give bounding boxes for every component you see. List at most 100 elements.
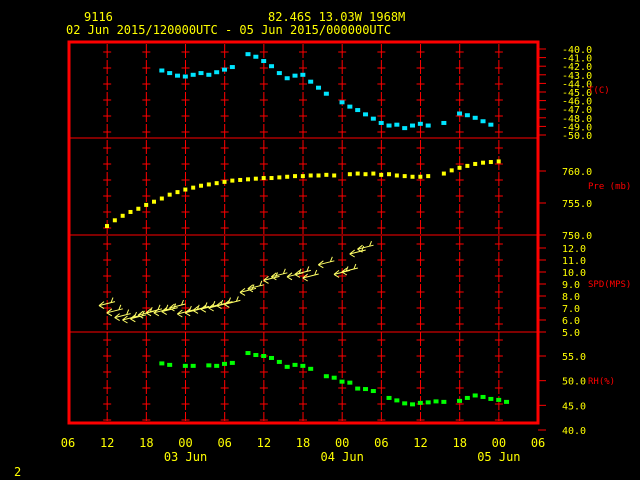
x-tick-label: 18 [139, 436, 153, 450]
data-point-rh [214, 363, 220, 368]
wind-arrow [153, 304, 170, 317]
data-point-temp [222, 67, 228, 72]
data-point-pres [246, 177, 251, 182]
data-point-rh [206, 363, 212, 368]
data-point-rh [229, 360, 235, 365]
data-point-pres [457, 165, 462, 170]
y-tick-label-pres: 755.0 [562, 199, 592, 210]
data-point-pres [206, 182, 211, 187]
data-point-pres [144, 202, 149, 207]
data-point-temp [370, 116, 376, 121]
wind-arrow [224, 296, 241, 308]
data-point-rh [417, 400, 423, 405]
data-point-rh [261, 354, 267, 358]
data-point-temp [276, 71, 282, 76]
y-tick-label-rh: 50.0 [562, 377, 586, 388]
data-point-pres [394, 173, 399, 178]
data-point-rh [159, 361, 165, 366]
wind-arrow [130, 310, 147, 323]
data-point-pres [253, 176, 258, 181]
data-point-pres [175, 190, 180, 195]
data-point-pres [238, 177, 243, 182]
x-date-label: 04 Jun [321, 450, 364, 464]
x-tick-label: 18 [452, 436, 466, 450]
data-point-temp [394, 122, 400, 127]
data-point-pres [261, 176, 266, 181]
y-tick-label-temp: -43.0 [562, 71, 592, 82]
y-tick-label-temp: -50.0 [562, 131, 592, 142]
data-point-pres [269, 176, 274, 181]
data-point-rh [276, 359, 282, 364]
panel-label-temp: T(C) [588, 86, 610, 96]
wind-arrow [216, 297, 233, 310]
panel-rh: 40.0 45.0 50.0 55.0 RH(%) [159, 351, 615, 437]
data-point-temp [300, 72, 306, 77]
data-point-pres [465, 163, 470, 168]
data-point-temp [269, 64, 275, 69]
data-point-pres [152, 199, 157, 204]
data-point-temp [292, 73, 298, 78]
data-point-pres [355, 171, 360, 176]
data-point-pres [277, 175, 282, 180]
x-tick-label: 06 [61, 436, 75, 450]
data-point-pres [441, 171, 446, 176]
data-point-pres [379, 172, 384, 177]
data-point-rh [496, 397, 502, 402]
wind-arrow [114, 309, 131, 322]
data-point-temp [339, 100, 345, 105]
data-point-pres [481, 160, 486, 165]
data-point-temp [175, 73, 181, 78]
y-tick-label-rh: 40.0 [562, 426, 586, 437]
data-point-pres [324, 172, 329, 177]
data-point-pres [230, 178, 235, 183]
data-point-rh [182, 363, 188, 368]
wind-arrow [341, 263, 358, 276]
data-point-rh [480, 394, 486, 399]
data-point-rh [425, 400, 431, 405]
x-tick-label: 00 [492, 436, 506, 450]
panel-label-spd: SPD(MPS) [588, 280, 631, 290]
x-date-label: 05 Jun [477, 450, 520, 464]
y-tick-label-rh: 55.0 [562, 352, 586, 363]
x-tick-label: 06 [374, 436, 388, 450]
data-point-pres [332, 173, 337, 178]
data-point-pres [426, 174, 431, 179]
x-tick-label: 18 [296, 436, 310, 450]
data-point-temp [167, 71, 173, 76]
data-point-pres [191, 185, 196, 190]
data-point-temp [182, 74, 188, 79]
data-point-rh [222, 361, 228, 366]
data-point-pres [199, 183, 204, 188]
data-point-pres [183, 187, 188, 192]
data-point-pres [167, 192, 172, 197]
data-point-rh [245, 351, 251, 356]
wind-arrow [122, 311, 139, 324]
data-point-rh [504, 399, 510, 404]
data-point-temp [253, 54, 259, 59]
data-point-pres [473, 161, 478, 166]
data-point-temp [472, 115, 478, 120]
y-tick-label-temp: -44.0 [562, 79, 592, 90]
wind-arrow [169, 299, 186, 312]
data-point-rh [355, 386, 361, 391]
data-point-pres [488, 160, 493, 165]
y-tick-label-temp: -46.0 [562, 97, 592, 108]
x-tick-label: 00 [178, 436, 192, 450]
y-tick-label-pres: 760.0 [562, 167, 592, 178]
y-tick-label-pres: 750.0 [562, 231, 592, 242]
data-point-temp [355, 108, 361, 113]
wind-arrow [192, 302, 210, 314]
data-point-rh [284, 364, 290, 369]
y-tick-label-spd: 12.0 [562, 244, 586, 255]
data-point-pres [316, 173, 321, 178]
panel-spd: 5.06.07.08.09.010.011.012.0 SPD(MPS) [98, 241, 631, 339]
data-point-rh [253, 353, 259, 358]
data-point-rh [292, 362, 298, 367]
data-point-pres [105, 224, 109, 229]
panel-label-rh: RH(%) [588, 377, 615, 387]
x-tick-label: 00 [335, 436, 349, 450]
wind-arrow [294, 266, 311, 278]
wind-arrow [263, 272, 280, 284]
data-point-rh [441, 399, 447, 404]
